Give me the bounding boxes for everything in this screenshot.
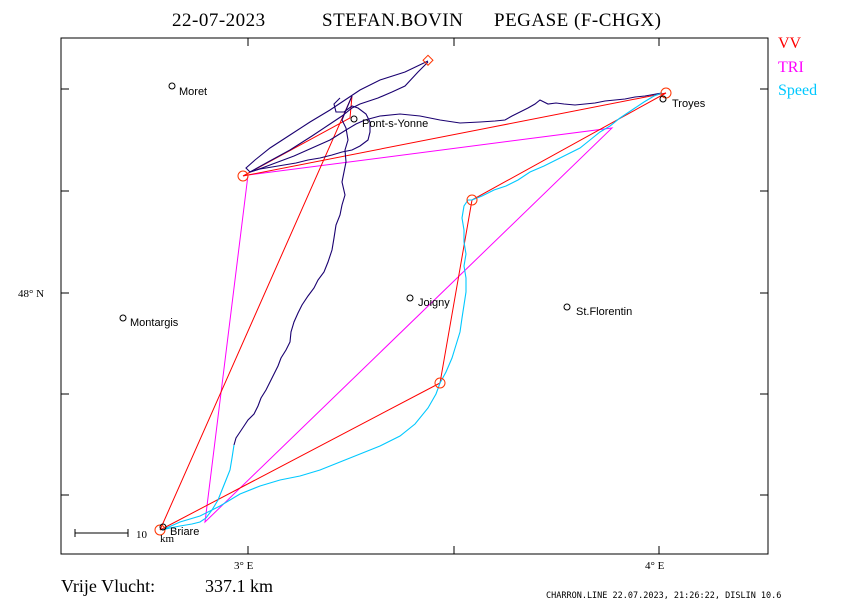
- turnpoint-3: [466, 194, 478, 206]
- map-frame: [60, 37, 769, 555]
- lon-label-3: 3° E: [234, 560, 254, 572]
- city-marker-briare: [159, 523, 167, 531]
- cities: Moret Troyes Pont-s-Yonne Joigny Montarg…: [119, 82, 706, 538]
- turnpoint-end: [422, 54, 434, 66]
- header-glider: PEGASE (F-CHGX): [494, 10, 661, 31]
- credit-text: CHARRON.LINE 22.07.2023, 21:26:22, DISLI…: [546, 591, 781, 601]
- turnpoint-4: [434, 377, 446, 389]
- city-marker-montargis: [119, 314, 127, 322]
- city-briare: Briare: [170, 526, 199, 538]
- distance-value: 337.1 km: [205, 576, 273, 596]
- turnpoint-1: [237, 170, 249, 182]
- city-moret: Moret: [179, 86, 207, 98]
- axis-ticks: [61, 38, 768, 554]
- vv-lines: [159, 92, 667, 531]
- flight-track: [233, 60, 663, 446]
- legend-speed: Speed: [778, 82, 817, 99]
- legend-tri: TRI: [778, 59, 804, 76]
- scale-bar: 10 km: [74, 529, 175, 545]
- city-montargis: Montargis: [130, 317, 179, 329]
- distance-label: Vrije Vlucht:: [61, 576, 155, 596]
- scale-value: 10: [136, 529, 148, 541]
- header-pilot: STEFAN.BOVIN: [322, 10, 463, 31]
- city-marker-st-florentin: [563, 303, 571, 311]
- legend-vv: VV: [778, 35, 802, 52]
- city-joigny: Joigny: [418, 297, 450, 309]
- turnpoint-start: [154, 524, 166, 536]
- tri-lines: [204, 127, 614, 524]
- header-date: 22-07-2023: [172, 10, 266, 31]
- city-marker-pont-s-yonne: [350, 115, 358, 123]
- city-troyes: Troyes: [672, 98, 706, 110]
- city-marker-moret: [168, 82, 176, 90]
- city-st-florentin: St.Florentin: [576, 306, 632, 318]
- lon-label-4: 4° E: [645, 560, 665, 572]
- speed-track: [161, 92, 663, 531]
- city-pont-s-yonne: Pont-s-Yonne: [362, 118, 428, 130]
- scale-unit: km: [160, 533, 175, 545]
- city-marker-troyes: [659, 95, 667, 103]
- city-marker-joigny: [406, 294, 414, 302]
- lat-label: 48° N: [18, 288, 44, 300]
